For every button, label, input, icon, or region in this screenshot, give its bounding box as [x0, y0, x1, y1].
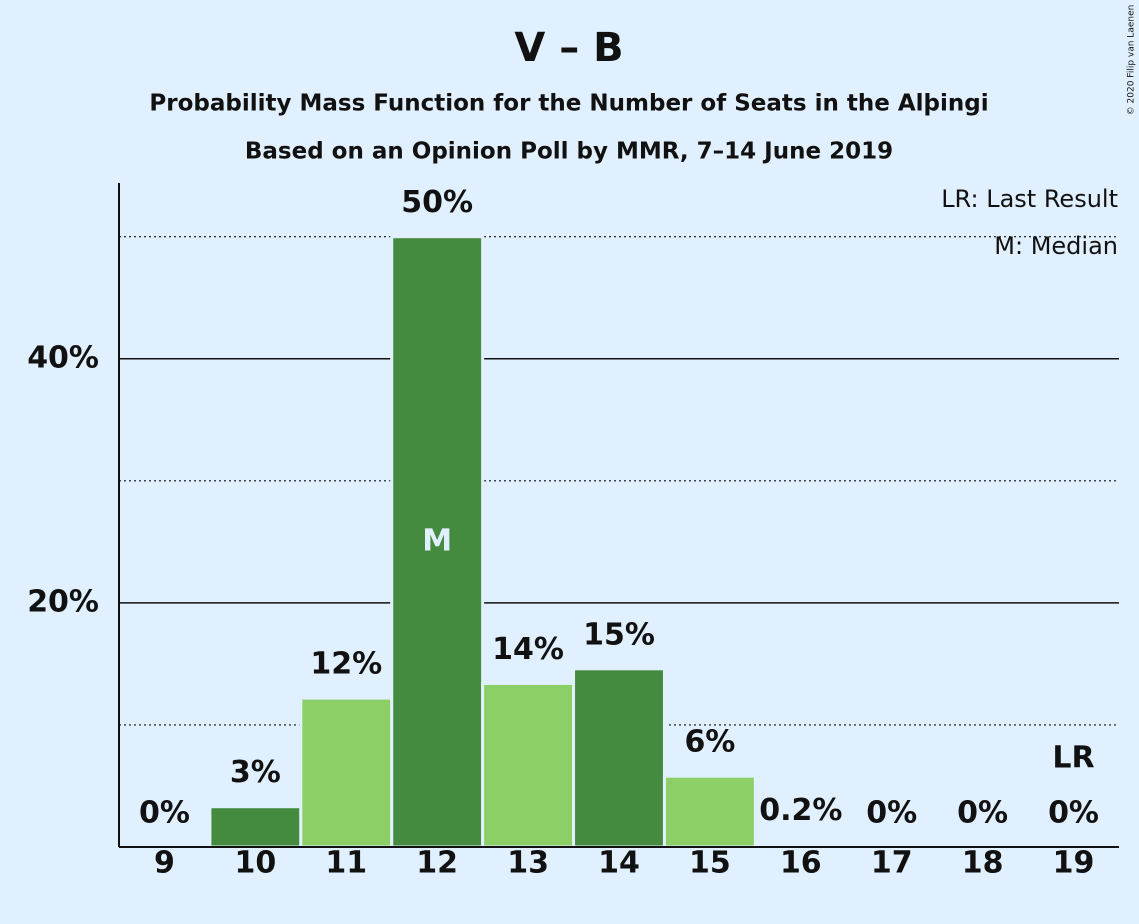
x-tick-label: 12	[416, 846, 458, 881]
x-tick-label: 17	[871, 846, 913, 881]
data-label: 0%	[957, 796, 1008, 831]
chart-subtitle: Based on an Opinion Poll by MMR, 7–14 Ju…	[245, 139, 893, 165]
copyright: © 2020 Filip van Laenen	[1127, 5, 1137, 116]
bar	[572, 667, 666, 849]
marker-label: M	[422, 523, 452, 558]
chart-subtitle: Probability Mass Function for the Number…	[149, 91, 988, 117]
data-label: 50%	[401, 185, 473, 220]
x-tick-label: 14	[598, 846, 640, 881]
bar	[662, 774, 757, 849]
data-label: 12%	[310, 647, 382, 682]
bar	[208, 805, 303, 849]
x-tick-label: 16	[780, 846, 822, 881]
y-tick-label: 20%	[27, 584, 99, 619]
data-label: 0%	[139, 796, 190, 831]
data-label: 0%	[866, 796, 917, 831]
x-tick-label: 11	[325, 846, 367, 881]
x-tick-label: 19	[1053, 846, 1095, 881]
x-tick-label: 9	[154, 846, 175, 881]
data-label: 3%	[230, 755, 281, 790]
x-tick-label: 10	[234, 846, 276, 881]
data-label: 0.2%	[759, 793, 842, 828]
data-label: 14%	[492, 632, 564, 667]
x-tick-label: 15	[689, 846, 731, 881]
x-tick-label: 13	[507, 846, 549, 881]
data-label: 15%	[583, 617, 655, 652]
bar	[481, 681, 576, 849]
bar	[299, 696, 394, 849]
bar	[390, 235, 485, 849]
legend-entry: LR: Last Result	[941, 185, 1118, 213]
data-label: 6%	[684, 725, 735, 760]
marker-label: LR	[1052, 741, 1094, 776]
y-tick-label: 40%	[27, 340, 99, 375]
x-tick-label: 18	[962, 846, 1004, 881]
chart-title: V – B	[514, 25, 623, 71]
data-label: 0%	[1048, 796, 1099, 831]
